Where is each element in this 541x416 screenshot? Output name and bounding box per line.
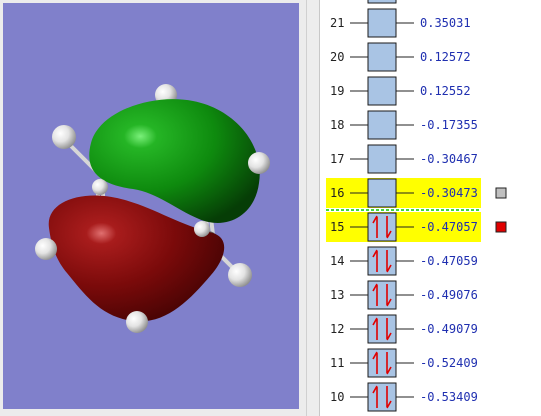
hydrogen-atom	[194, 221, 210, 237]
spin-up-arrow	[372, 215, 378, 238]
viewer-frame	[0, 0, 306, 416]
homo-marker[interactable]	[495, 221, 507, 233]
molecule-canvas[interactable]	[3, 3, 299, 409]
orbital-level-21[interactable]: 21 0.35031	[330, 8, 471, 38]
orbital-box[interactable]	[367, 212, 397, 242]
orbital-level-16[interactable]: 16 -0.30473	[326, 178, 507, 208]
orbital-index: 15	[330, 220, 344, 234]
orbital-box[interactable]	[367, 246, 397, 276]
orbital-energy: -0.49076	[420, 288, 478, 302]
orbital-box[interactable]	[367, 42, 397, 72]
spin-down-arrow	[386, 352, 392, 375]
spin-down-arrow	[386, 284, 392, 307]
orbital-energy: -0.52409	[420, 356, 478, 370]
orbital-box[interactable]	[367, 8, 397, 38]
orbital-box[interactable]	[367, 76, 397, 106]
orbital-level-17[interactable]: 17 -0.30467	[330, 144, 478, 174]
orbital-box[interactable]	[367, 348, 397, 378]
hydrogen-atom	[228, 263, 252, 287]
orbital-box[interactable]	[367, 178, 397, 208]
orbital-energy: -0.30473	[420, 186, 478, 200]
orbital-energy: -0.47057	[420, 220, 478, 234]
spin-up-arrow	[372, 317, 378, 340]
orbital-level-14[interactable]: 14 -0.47059	[330, 246, 478, 276]
orbital-level-top[interactable]	[350, 0, 414, 4]
orbital-level-15[interactable]: 15 -0.47057	[326, 212, 507, 242]
hydrogen-atom	[126, 311, 148, 333]
spin-down-arrow	[386, 386, 392, 409]
orbital-index: 12	[330, 322, 344, 336]
orbital-energy: -0.47059	[420, 254, 478, 268]
orbital-lobe-negative	[48, 195, 225, 322]
orbital-box[interactable]	[367, 314, 397, 344]
spin-down-arrow	[386, 318, 392, 341]
orbital-lobe-positive	[89, 99, 260, 223]
hydrogen-atom	[52, 125, 76, 149]
spin-up-arrow	[372, 283, 378, 306]
hydrogen-atom	[248, 152, 270, 174]
orbital-energy: -0.30467	[420, 152, 478, 166]
orbital-box[interactable]	[367, 382, 397, 412]
spin-down-arrow	[386, 216, 392, 239]
spin-up-arrow	[372, 385, 378, 408]
orbital-level-18[interactable]: 18 -0.17355	[330, 110, 478, 140]
lumo-marker[interactable]	[495, 187, 507, 199]
orbital-energy: -0.17355	[420, 118, 478, 132]
orbital-index: 18	[330, 118, 344, 132]
orbital-box[interactable]	[367, 144, 397, 174]
orbital-index: 17	[330, 152, 344, 166]
spin-up-arrow	[372, 351, 378, 374]
hydrogen-atom	[92, 179, 108, 195]
orbital-level-10[interactable]: 10 -0.53409	[330, 382, 478, 412]
orbital-level-20[interactable]: 20 0.12572	[330, 42, 471, 72]
orbital-level-11[interactable]: 11 -0.52409	[330, 348, 478, 378]
orbital-box[interactable]	[367, 110, 397, 140]
orbital-index: 16	[330, 186, 344, 200]
orbital-index: 13	[330, 288, 344, 302]
orbital-index: 10	[330, 390, 344, 404]
orbital-level-19[interactable]: 19 0.12552	[330, 76, 471, 106]
orbital-index: 19	[330, 84, 344, 98]
hydrogen-atom	[35, 238, 57, 260]
mo-diagram-canvas[interactable]: 21 0.35031 20 0.12572 19 0.12552 18 -0.17355 17 -…	[320, 0, 541, 416]
orbital-index: 11	[330, 356, 344, 370]
panel-splitter[interactable]	[306, 0, 320, 416]
orbital-energy: 0.12552	[420, 84, 471, 98]
orbital-energy: 0.35031	[420, 16, 471, 30]
orbital-level-13[interactable]: 13 -0.49076	[330, 280, 478, 310]
orbital-energy: -0.49079	[420, 322, 478, 336]
orbital-index: 21	[330, 16, 344, 30]
spin-down-arrow	[386, 250, 392, 273]
orbital-energy: -0.53409	[420, 390, 478, 404]
orbital-box[interactable]	[367, 0, 397, 4]
molecule-viewer[interactable]	[3, 3, 299, 409]
orbital-index: 20	[330, 50, 344, 64]
spin-up-arrow	[372, 249, 378, 272]
orbital-energy: 0.12572	[420, 50, 471, 64]
orbital-box[interactable]	[367, 280, 397, 310]
orbital-index: 14	[330, 254, 344, 268]
orbital-level-12[interactable]: 12 -0.49079	[330, 314, 478, 344]
mo-energy-diagram[interactable]: 21 0.35031 20 0.12572 19 0.12552 18 -0.17355 17 -…	[320, 0, 541, 416]
